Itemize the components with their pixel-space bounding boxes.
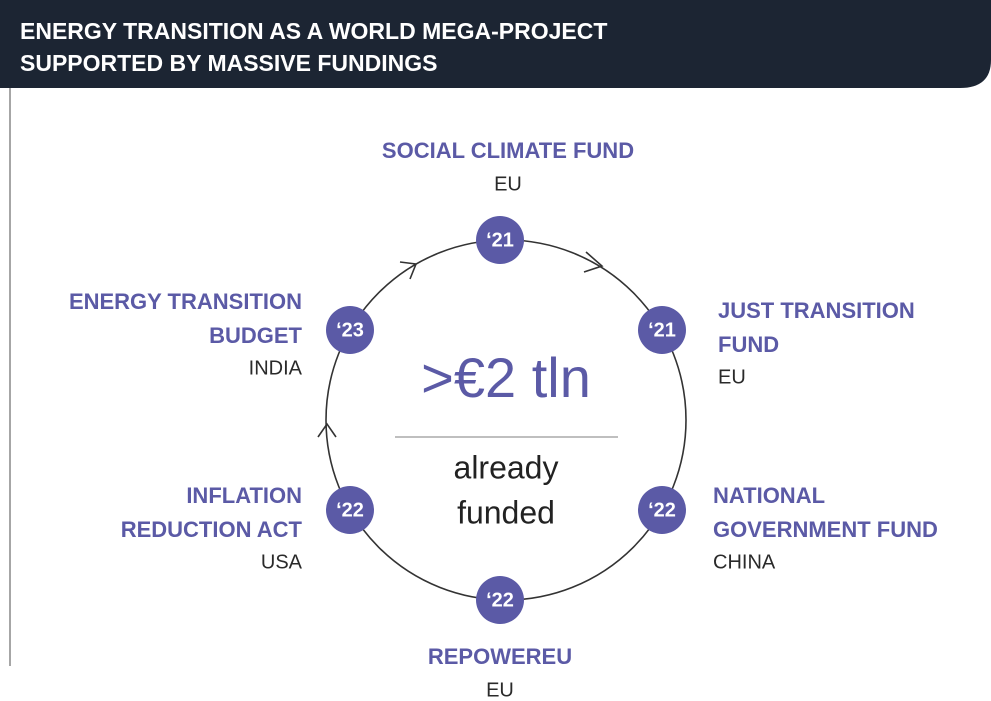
fund-name: REDUCTION ACT bbox=[121, 517, 303, 542]
cycle-ring bbox=[325, 239, 687, 601]
fund-region: CHINA bbox=[713, 551, 776, 573]
fund-name: JUST TRANSITION bbox=[718, 298, 915, 323]
fund-name: GOVERNMENT FUND bbox=[713, 517, 938, 542]
year-badge bbox=[476, 576, 524, 624]
year-label: ‘21 bbox=[648, 319, 676, 341]
fund-name: INFLATION bbox=[186, 483, 302, 508]
fund-region: USA bbox=[261, 551, 303, 573]
arrowhead bbox=[399, 261, 418, 280]
year-badge bbox=[638, 486, 686, 534]
year-label: ‘22 bbox=[648, 499, 676, 521]
year-badge bbox=[638, 306, 686, 354]
fund-region: EU bbox=[486, 679, 514, 701]
fund-region: INDIA bbox=[249, 357, 303, 379]
fund-name: ENERGY TRANSITION bbox=[69, 289, 302, 314]
center-amount: >€2 tln bbox=[421, 346, 591, 409]
year-badge bbox=[476, 216, 524, 264]
fund-name: NATIONAL bbox=[713, 483, 825, 508]
year-badge bbox=[326, 486, 374, 534]
year-label: ‘22 bbox=[486, 589, 514, 611]
year-badge bbox=[326, 306, 374, 354]
fund-name: FUND bbox=[718, 332, 779, 357]
year-label: ‘22 bbox=[336, 499, 364, 521]
fund-region: EU bbox=[494, 173, 522, 195]
arrowhead bbox=[583, 251, 604, 273]
year-label: ‘23 bbox=[336, 319, 364, 341]
fund-name: SOCIAL CLIMATE FUND bbox=[382, 138, 634, 163]
fund-name: REPOWEREU bbox=[428, 644, 572, 669]
center-caption: funded bbox=[457, 494, 555, 530]
header-title: ENERGY TRANSITION AS A WORLD MEGA-PROJEC… bbox=[20, 18, 607, 44]
header-banner bbox=[0, 0, 991, 88]
header-title: SUPPORTED BY MASSIVE FUNDINGS bbox=[20, 50, 437, 76]
fund-region: EU bbox=[718, 366, 746, 388]
year-label: ‘21 bbox=[486, 229, 514, 251]
fund-name: BUDGET bbox=[209, 323, 302, 348]
center-caption: already bbox=[454, 449, 559, 485]
arrowhead bbox=[317, 422, 337, 438]
